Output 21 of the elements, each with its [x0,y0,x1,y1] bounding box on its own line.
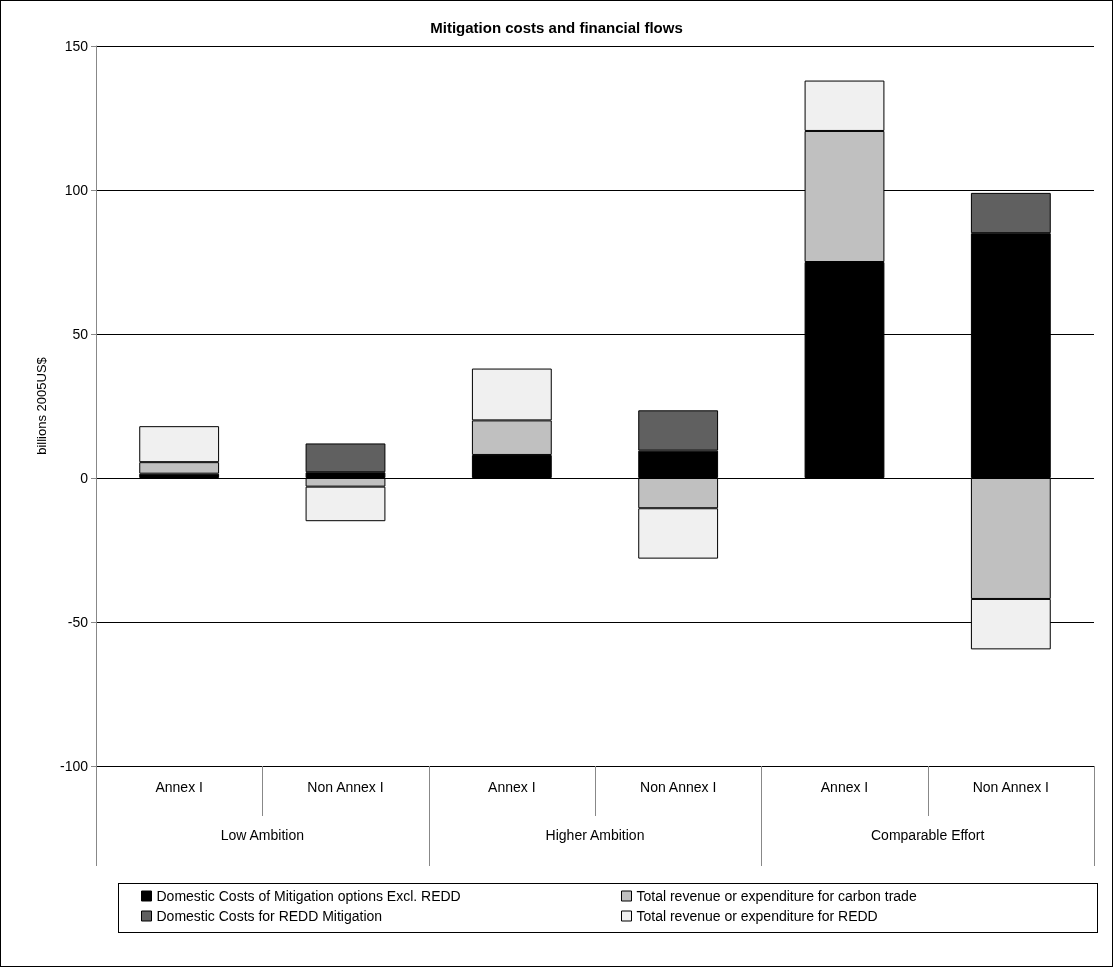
legend-label: Domestic Costs for REDD Mitigation [156,908,383,924]
text: Low Ambition [220,827,304,843]
text: Comparable Effort [870,827,985,843]
y-tick-label: 150 [64,38,89,54]
x-tick-label: Non Annex I [640,779,717,795]
x-tick-label: Non Annex I [307,779,384,795]
x-tick-label: Annex I [155,779,203,795]
y-tick-label: 100 [64,182,89,198]
chart-title: Mitigation costs and financial flows [430,19,683,36]
y-axis-title: billions 2005US$ [34,356,49,455]
y-tick-label: 50 [72,326,89,342]
y-tick-label: -50 [67,614,89,630]
x-tick-label: Non Annex I [972,779,1049,795]
legend-label: Domestic Costs of Mitigation options Excl. REDD [156,888,461,904]
x-tick-label: Annex I [488,779,536,795]
y-tick-label: 0 [80,470,89,486]
y-tick-label: -100 [59,758,89,774]
text: Higher Ambition [545,827,645,843]
legend-label: Total revenue or expenditure for REDD [636,908,878,924]
legend-label: Total revenue or expenditure for carbon trade [636,888,917,904]
x-tick-label: Annex I [820,779,869,795]
